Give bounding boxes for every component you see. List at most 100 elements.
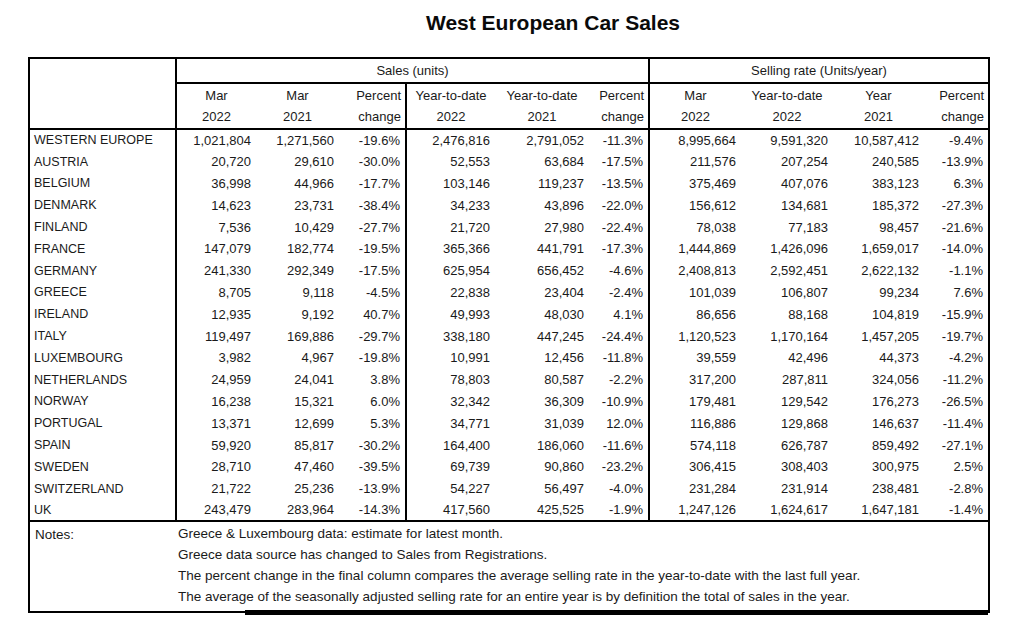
group-header-selling-rate: Selling rate (Units/year) [649, 58, 989, 83]
value-cell: 300,975 [833, 456, 924, 478]
value-cell: -26.5% [924, 391, 989, 413]
country-cell: PORTUGAL [29, 412, 176, 434]
value-cell: -19.8% [339, 347, 406, 369]
value-cell: 625,954 [406, 260, 495, 282]
column-header: Percentchange [589, 83, 649, 129]
value-cell: -2.2% [589, 369, 649, 391]
value-cell: 1,624,617 [741, 500, 833, 522]
column-header: Year2021 [833, 83, 924, 129]
value-cell: 164,400 [406, 434, 495, 456]
value-cell: -24.4% [589, 325, 649, 347]
value-cell: 241,330 [176, 260, 256, 282]
table-row: LUXEMBOURG3,9824,967-19.8%10,99112,456-1… [29, 347, 989, 369]
value-cell: -14.0% [924, 238, 989, 260]
value-cell: 324,056 [833, 369, 924, 391]
value-cell: 441,791 [495, 238, 589, 260]
value-cell: -15.9% [924, 303, 989, 325]
table-row: NORWAY16,23815,3216.0%32,34236,309-10.9%… [29, 391, 989, 413]
value-cell: 4,967 [256, 347, 339, 369]
note-line: Greece & Luxembourg data: estimate for l… [178, 524, 988, 545]
note-line: The average of the seasonally adjusted s… [178, 587, 988, 608]
value-cell: 129,868 [741, 412, 833, 434]
value-cell: -11.2% [924, 369, 989, 391]
value-cell: -1.4% [924, 500, 989, 522]
value-cell: 134,681 [741, 194, 833, 216]
value-cell: -17.5% [589, 151, 649, 173]
table-row: UK243,479283,964-14.3%417,560425,525-1.9… [29, 500, 989, 522]
value-cell: 104,819 [833, 303, 924, 325]
value-cell: -30.0% [339, 151, 406, 173]
value-cell: -9.4% [924, 129, 989, 151]
value-cell: 116,886 [649, 412, 741, 434]
column-header: Percentchange [924, 83, 989, 129]
value-cell: 308,403 [741, 456, 833, 478]
value-cell: 146,637 [833, 412, 924, 434]
value-cell: 3.8% [339, 369, 406, 391]
value-cell: 86,656 [649, 303, 741, 325]
value-cell: 32,342 [406, 391, 495, 413]
value-cell: 22,838 [406, 282, 495, 304]
value-cell: -11.8% [589, 347, 649, 369]
value-cell: 129,542 [741, 391, 833, 413]
value-cell: 185,372 [833, 194, 924, 216]
value-cell: 63,684 [495, 151, 589, 173]
value-cell: 43,896 [495, 194, 589, 216]
country-cell: GREECE [29, 282, 176, 304]
value-cell: -14.3% [339, 500, 406, 522]
country-cell: UK [29, 500, 176, 522]
value-cell: 1,426,096 [741, 238, 833, 260]
value-cell: 176,273 [833, 391, 924, 413]
value-cell: 425,525 [495, 500, 589, 522]
note-line: Greece data source has changed to Sales … [178, 545, 988, 566]
column-header: Mar2022 [649, 83, 741, 129]
table-row: BELGIUM36,99844,966-17.7%103,146119,237-… [29, 173, 989, 195]
value-cell: 656,452 [495, 260, 589, 282]
value-cell: 27,980 [495, 216, 589, 238]
value-cell: 292,349 [256, 260, 339, 282]
country-cell: GERMANY [29, 260, 176, 282]
value-cell: 31,039 [495, 412, 589, 434]
value-cell: -22.0% [589, 194, 649, 216]
value-cell: -27.1% [924, 434, 989, 456]
value-cell: 626,787 [741, 434, 833, 456]
value-cell: -2.4% [589, 282, 649, 304]
notes-row: Notes: Greece & Luxembourg data: estimat… [29, 521, 989, 611]
value-cell: 8,995,664 [649, 129, 741, 151]
value-cell: 306,415 [649, 456, 741, 478]
value-cell: 179,481 [649, 391, 741, 413]
value-cell: 85,817 [256, 434, 339, 456]
value-cell: 1,247,126 [649, 500, 741, 522]
value-cell: 238,481 [833, 478, 924, 500]
value-cell: -30.2% [339, 434, 406, 456]
value-cell: 28,710 [176, 456, 256, 478]
value-cell: 2,476,816 [406, 129, 495, 151]
value-cell: 243,479 [176, 500, 256, 522]
value-cell: 101,039 [649, 282, 741, 304]
table-bottom-rule [245, 610, 988, 615]
table-row: DENMARK14,62323,731-38.4%34,23343,896-22… [29, 194, 989, 216]
value-cell: -23.2% [589, 456, 649, 478]
value-cell: -11.3% [589, 129, 649, 151]
value-cell: 169,886 [256, 325, 339, 347]
car-sales-table: Sales (units) Selling rate (Units/year) … [28, 57, 990, 613]
value-cell: 12,935 [176, 303, 256, 325]
value-cell: -17.5% [339, 260, 406, 282]
value-cell: 23,731 [256, 194, 339, 216]
value-cell: 10,587,412 [833, 129, 924, 151]
value-cell: 9,591,320 [741, 129, 833, 151]
table-row: FRANCE147,079182,774-19.5%365,366441,791… [29, 238, 989, 260]
value-cell: 15,321 [256, 391, 339, 413]
value-cell: 6.0% [339, 391, 406, 413]
value-cell: 36,309 [495, 391, 589, 413]
country-cell: LUXEMBOURG [29, 347, 176, 369]
value-cell: -13.9% [339, 478, 406, 500]
value-cell: 34,771 [406, 412, 495, 434]
value-cell: 283,964 [256, 500, 339, 522]
value-cell: 2,592,451 [741, 260, 833, 282]
value-cell: 2,408,813 [649, 260, 741, 282]
note-line: The percent change in the final column c… [178, 566, 988, 587]
value-cell: 16,238 [176, 391, 256, 413]
value-cell: 1,021,804 [176, 129, 256, 151]
value-cell: -4.2% [924, 347, 989, 369]
value-cell: -27.7% [339, 216, 406, 238]
